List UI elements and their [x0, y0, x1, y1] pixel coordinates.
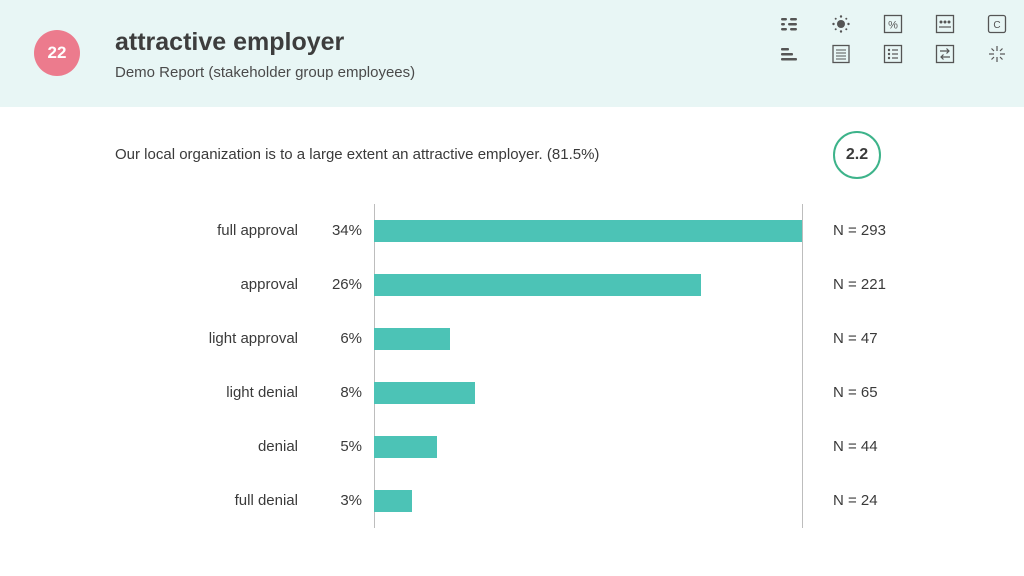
- category-label: approval: [240, 276, 298, 293]
- report-header: 22 attractive employer Demo Report (stak…: [0, 0, 1024, 107]
- question-text: Our local organization is to a large ext…: [115, 146, 600, 163]
- value-label: 3%: [340, 492, 362, 509]
- filter-list-icon[interactable]: [777, 12, 801, 36]
- page-title: attractive employer: [115, 28, 345, 56]
- n-count-label: N = 24: [833, 492, 878, 509]
- bar: [374, 490, 412, 512]
- chart-axis-right: [802, 204, 803, 528]
- bar: [374, 436, 437, 458]
- svg-text:%: %: [888, 20, 898, 32]
- n-count-label: N = 47: [833, 330, 878, 347]
- chart-axis-left: [374, 204, 375, 528]
- svg-text:C: C: [993, 20, 1000, 31]
- value-label: 6%: [340, 330, 362, 347]
- score-circle: 2.2: [833, 131, 881, 179]
- bar-align-icon[interactable]: [777, 42, 801, 66]
- grid-list-icon[interactable]: [881, 42, 905, 66]
- bar: [374, 274, 701, 296]
- n-count-label: N = 65: [833, 384, 878, 401]
- bar: [374, 328, 450, 350]
- value-label: 26%: [331, 276, 362, 293]
- value-label: 34%: [331, 222, 362, 239]
- value-label: 8%: [340, 384, 362, 401]
- value-label: 5%: [340, 438, 362, 455]
- c-box-icon[interactable]: C: [985, 12, 1009, 36]
- n-count-label: N = 293: [833, 222, 886, 239]
- n-count-label: N = 44: [833, 438, 878, 455]
- n-count-label: N = 221: [833, 276, 886, 293]
- category-label: full denial: [234, 492, 298, 509]
- category-label: full approval: [217, 222, 298, 239]
- page-subtitle: Demo Report (stakeholder group employees…: [115, 64, 416, 81]
- dots-grid-icon[interactable]: [933, 12, 957, 36]
- page-number-badge: 22: [34, 30, 80, 76]
- bar: [374, 220, 802, 242]
- category-label: denial: [257, 438, 298, 455]
- swap-arrows-icon[interactable]: [933, 42, 957, 66]
- category-label: light denial: [226, 384, 298, 401]
- document-lines-icon[interactable]: [829, 42, 853, 66]
- sun-icon[interactable]: [829, 12, 853, 36]
- category-label: light approval: [208, 330, 298, 347]
- sparkle-icon[interactable]: [985, 42, 1009, 66]
- percent-icon[interactable]: %: [881, 12, 905, 36]
- bar: [374, 382, 475, 404]
